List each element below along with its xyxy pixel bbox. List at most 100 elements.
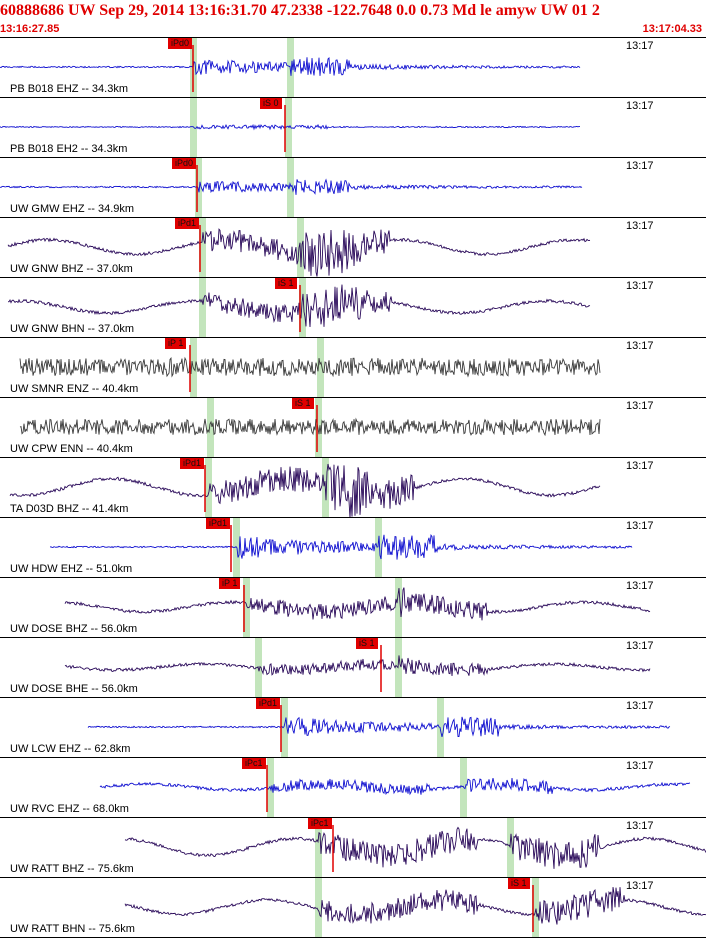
panel-divider xyxy=(0,157,706,158)
pick-label[interactable]: iS 1 xyxy=(275,278,297,289)
panel-time-label: 13:17 xyxy=(626,220,654,232)
trace-panel[interactable]: iPd1 13:17 UW HDW EHZ -- 51.0km xyxy=(0,517,706,577)
window-end-time: 13:17:04.33 xyxy=(642,23,702,35)
pick-label[interactable]: iS 0 xyxy=(260,98,282,109)
waveform-line xyxy=(19,356,601,378)
trace-panel[interactable]: iS 0 13:17 PB B018 EH2 -- 34.3km xyxy=(0,97,706,157)
trace-panel[interactable]: iS 1 13:17 UW DOSE BHE -- 56.0km xyxy=(0,637,706,697)
pick-label[interactable]: iPd0 xyxy=(168,38,193,49)
waveform-line xyxy=(64,655,651,677)
station-label: UW RATT BHZ -- 75.6km xyxy=(10,863,134,875)
station-label: UW GMW EHZ -- 34.9km xyxy=(10,203,135,215)
waveform xyxy=(7,284,591,332)
waveform xyxy=(0,165,583,212)
pick-label[interactable]: iPd1 xyxy=(256,698,281,709)
waveform-line xyxy=(87,716,671,738)
station-label: PB B018 EHZ -- 34.3km xyxy=(10,83,128,95)
panel-time-label: 13:17 xyxy=(626,760,654,772)
s-pick-band xyxy=(375,518,382,577)
panel-divider xyxy=(0,97,706,98)
waveform xyxy=(49,525,633,572)
s-pick-band xyxy=(532,878,539,937)
panel-divider xyxy=(0,217,706,218)
trace-panel[interactable]: iP 1 13:17 UW SMNR ENZ -- 40.4km xyxy=(0,337,706,397)
waveform xyxy=(19,405,601,452)
panel-divider xyxy=(0,517,706,518)
p-pick-band xyxy=(281,698,288,757)
waveform-line xyxy=(7,284,591,328)
station-label: UW HDW EHZ -- 51.0km xyxy=(10,563,133,575)
panel-divider xyxy=(0,337,706,338)
s-pick-band xyxy=(437,698,444,757)
panel-divider xyxy=(0,817,706,818)
pick-label[interactable]: iS 1 xyxy=(508,878,530,889)
waveform-line xyxy=(7,228,591,277)
waveform xyxy=(9,463,601,517)
station-label: UW SMNR ENZ -- 40.4km xyxy=(10,383,139,395)
waveform xyxy=(19,345,601,392)
panel-time-label: 13:17 xyxy=(626,820,654,832)
panel-divider xyxy=(0,637,706,638)
trace-panel[interactable]: iPd1 13:17 UW LCW EHZ -- 62.8km xyxy=(0,697,706,757)
s-pick-band xyxy=(287,158,294,217)
trace-panel[interactable]: iPd1 13:17 TA D03D BHZ -- 41.4km xyxy=(0,457,706,517)
panel-time-label: 13:17 xyxy=(626,520,654,532)
panel-time-label: 13:17 xyxy=(626,880,654,892)
trace-panel[interactable]: iPc1 13:17 UW RVC EHZ -- 68.0km xyxy=(0,757,706,817)
trace-panel[interactable]: iPc1 13:17 UW RATT BHZ -- 75.6km xyxy=(0,817,706,877)
pick-label[interactable]: iPd1 xyxy=(180,458,205,469)
p-pick-band xyxy=(243,578,250,637)
panel-time-label: 13:17 xyxy=(626,460,654,472)
waveform-line xyxy=(124,887,706,925)
pick-label[interactable]: iPd1 xyxy=(175,218,200,229)
panel-divider xyxy=(0,877,706,878)
panel-time-label: 13:17 xyxy=(626,580,654,592)
pick-label[interactable]: iPd0 xyxy=(172,158,197,169)
pick-label[interactable]: iP 1 xyxy=(165,338,187,349)
trace-plot-area[interactable]: iPd0 13:17 PB B018 EHZ -- 34.3km iS 0 13:17 P… xyxy=(0,37,706,938)
window-start-time: 13:16:27.85 xyxy=(0,23,60,35)
s-pick-band xyxy=(507,818,514,877)
panel-divider xyxy=(0,757,706,758)
trace-panel[interactable]: iS 1 13:17 UW RATT BHN -- 75.6km xyxy=(0,877,706,937)
pick-label[interactable]: iPc1 xyxy=(242,758,266,769)
waveform xyxy=(0,45,581,92)
p-pick-band xyxy=(315,818,322,877)
panel-divider xyxy=(0,37,706,38)
panel-time-label: 13:17 xyxy=(626,700,654,712)
waveform xyxy=(0,105,580,152)
trace-panel[interactable]: iPd0 13:17 PB B018 EHZ -- 34.3km xyxy=(0,37,706,97)
station-label: UW RATT BHN -- 75.6km xyxy=(10,923,135,935)
trace-panel[interactable]: iP 1 13:17 UW DOSE BHZ -- 56.0km xyxy=(0,577,706,637)
pick-label[interactable]: iS 1 xyxy=(292,398,314,409)
pick-label[interactable]: iP 1 xyxy=(219,578,241,589)
p-pick-band xyxy=(199,278,206,337)
station-label: PB B018 EH2 -- 34.3km xyxy=(10,143,128,155)
pick-label[interactable]: iS 1 xyxy=(356,638,378,649)
panel-divider xyxy=(0,277,706,278)
station-label: UW GNW BHZ -- 37.0km xyxy=(10,263,133,275)
waveform-line xyxy=(49,534,633,560)
s-pick-band xyxy=(315,398,322,457)
trace-panel[interactable]: iS 1 13:17 UW CPW ENN -- 40.4km xyxy=(0,397,706,457)
p-pick-band xyxy=(195,158,202,217)
pick-label[interactable]: iPc1 xyxy=(308,818,332,829)
pick-label[interactable]: iPd1 xyxy=(206,518,231,529)
p-pick-band xyxy=(199,218,206,277)
event-header: 60888686 UW Sep 29, 2014 13:16:31.70 47.… xyxy=(0,2,600,19)
station-label: UW DOSE BHZ -- 56.0km xyxy=(10,623,138,635)
p-pick-band xyxy=(205,458,212,517)
s-pick-band xyxy=(299,278,306,337)
waveform-line xyxy=(0,178,583,195)
trace-panel[interactable]: iPd0 13:17 UW GMW EHZ -- 34.9km xyxy=(0,157,706,217)
trace-panel[interactable]: iS 1 13:17 UW GNW BHN -- 37.0km xyxy=(0,277,706,337)
trace-panel[interactable]: iPd1 13:17 UW GNW BHZ -- 37.0km xyxy=(0,217,706,277)
panel-divider xyxy=(0,697,706,698)
waveform xyxy=(124,885,706,932)
s-pick-band xyxy=(317,338,324,397)
panel-divider xyxy=(0,397,706,398)
waveform xyxy=(7,225,591,277)
waveform-line xyxy=(64,587,651,621)
station-label: UW CPW ENN -- 40.4km xyxy=(10,443,133,455)
